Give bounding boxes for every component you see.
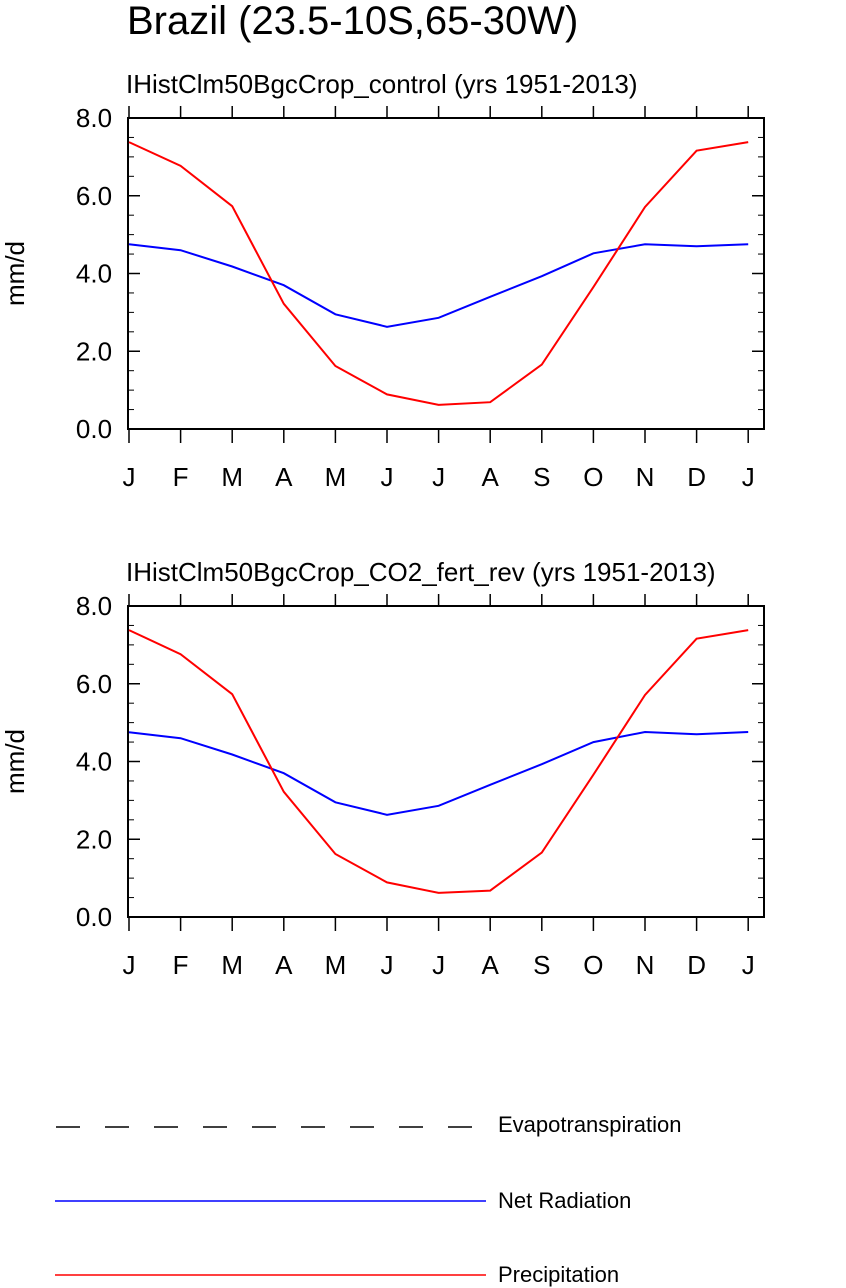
panel-2-ytick-label: 0.0 bbox=[76, 902, 112, 932]
panel-2-series-precipitation bbox=[128, 629, 749, 894]
panel-2-plot-frame bbox=[127, 605, 765, 918]
panel-2-xtick-label: J bbox=[742, 950, 755, 980]
panel-1-xtick-label: J bbox=[123, 462, 136, 492]
panel-1-xtick-label: S bbox=[533, 462, 550, 492]
legend-label-evapotranspiration: Evapotranspiration bbox=[498, 1112, 682, 1137]
panel-2-xtick-label: A bbox=[275, 950, 293, 980]
panel-2-ytick-label: 2.0 bbox=[76, 824, 112, 854]
panel-1-xtick-label: O bbox=[583, 462, 603, 492]
panel-1-xtick-label: J bbox=[432, 462, 445, 492]
panel-2-xtick-label: A bbox=[482, 950, 500, 980]
panel-1-title: IHistClm50BgcCrop_control (yrs 1951-2013… bbox=[126, 69, 638, 99]
panel-1-xtick-label: F bbox=[173, 462, 189, 492]
panel-1-xtick-label: A bbox=[275, 462, 293, 492]
panel-2-xtick-label: D bbox=[687, 950, 706, 980]
panel-2-xtick-label: M bbox=[221, 950, 243, 980]
panel-2-xtick-label: J bbox=[381, 950, 394, 980]
panel-1-xtick-label: M bbox=[221, 462, 243, 492]
panel-1-xtick-label: M bbox=[325, 462, 347, 492]
panel-2-xtick-label: M bbox=[325, 950, 347, 980]
chart-title: Brazil (23.5-10S,65-30W) bbox=[127, 0, 579, 43]
panel-2-xtick-label: F bbox=[173, 950, 189, 980]
panel-2-xtick-label: N bbox=[636, 950, 655, 980]
panel-1-ytick-label: 2.0 bbox=[76, 336, 112, 366]
panel-2-xtick-label: O bbox=[583, 950, 603, 980]
panel-1-xtick-label: D bbox=[687, 462, 706, 492]
panel-2-ytick-label: 6.0 bbox=[76, 669, 112, 699]
panel-1-xtick-label: N bbox=[636, 462, 655, 492]
panel-1-ytick-label: 4.0 bbox=[76, 259, 112, 289]
panel-1-ylabel: mm/d bbox=[0, 241, 30, 306]
panel-2-series-net-radiation bbox=[128, 730, 749, 816]
panel-2-xtick-label: S bbox=[533, 950, 550, 980]
panel-1-series-net-radiation bbox=[128, 243, 749, 328]
panel-2-title: IHistClm50BgcCrop_CO2_fert_rev (yrs 1951… bbox=[126, 557, 716, 587]
panel-1-xtick-label: A bbox=[482, 462, 500, 492]
panel-2-xtick-label: J bbox=[432, 950, 445, 980]
panel-2-ytick-label: 8.0 bbox=[76, 591, 112, 621]
panel-1-xtick-label: J bbox=[742, 462, 755, 492]
panel-1-ytick-label: 6.0 bbox=[76, 181, 112, 211]
panel-1-ytick-label: 0.0 bbox=[76, 414, 112, 444]
legend-label-precipitation: Precipitation bbox=[498, 1262, 620, 1287]
panel-2-ytick-label: 4.0 bbox=[76, 747, 112, 777]
panel-2-ylabel: mm/d bbox=[0, 729, 30, 794]
panel-1-ytick-label: 8.0 bbox=[76, 103, 112, 133]
panel-1-xtick-label: J bbox=[381, 462, 394, 492]
panel-2-xtick-label: J bbox=[123, 950, 136, 980]
panel-1-plot-frame bbox=[127, 117, 765, 430]
legend-label-net-radiation: Net Radiation bbox=[498, 1188, 632, 1213]
panel-1-series-precipitation bbox=[128, 141, 749, 406]
